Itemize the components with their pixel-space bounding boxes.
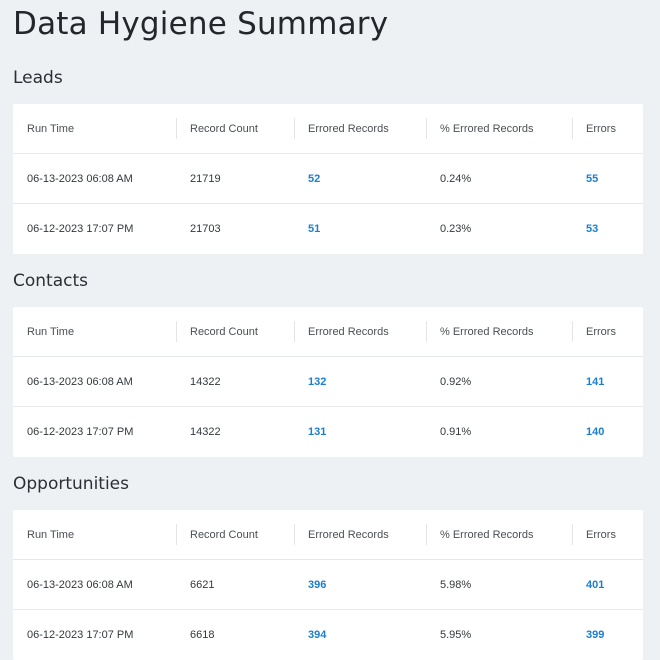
section-leads: Leads Run Time Record Count Errored Reco… — [13, 66, 643, 254]
record-count-cell: 6618 — [190, 629, 215, 641]
pct-errored-cell: 0.24% — [440, 172, 472, 185]
errored-records-link[interactable]: 394 — [308, 629, 327, 641]
column-header-pct-errored: % Errored Records — [426, 307, 572, 356]
record-count-cell: 21719 — [190, 172, 221, 185]
pct-errored-cell: 0.92% — [440, 375, 472, 388]
column-header-errored-records: Errored Records — [294, 510, 426, 559]
section-opportunities: Opportunities Run Time Record Count Erro… — [13, 472, 643, 660]
column-header-errors: Errors — [572, 307, 643, 356]
column-header-errored-records: Errored Records — [294, 307, 426, 356]
table-header-row: Run Time Record Count Errored Records % … — [13, 307, 643, 357]
errors-link[interactable]: 55 — [586, 172, 599, 185]
column-header-record-count: Record Count — [176, 307, 294, 356]
column-header-run-time: Run Time — [27, 528, 75, 541]
record-count-cell: 21703 — [190, 223, 221, 235]
section-title: Opportunities — [13, 474, 129, 494]
run-time-cell: 06-13-2023 06:08 AM — [27, 578, 133, 591]
column-header-errors: Errors — [572, 104, 643, 153]
errors-link[interactable]: 141 — [586, 375, 605, 388]
column-header-record-count: Record Count — [176, 510, 294, 559]
errors-link[interactable]: 399 — [586, 629, 605, 641]
errored-records-link[interactable]: 52 — [308, 172, 321, 185]
contacts-table: Run Time Record Count Errored Records % … — [13, 307, 643, 457]
section-contacts: Contacts Run Time Record Count Errored R… — [13, 269, 643, 457]
run-time-cell: 06-13-2023 06:08 AM — [27, 172, 133, 185]
column-header-pct-errored: % Errored Records — [426, 510, 572, 559]
errors-link[interactable]: 401 — [586, 578, 605, 591]
column-header-pct-errored: % Errored Records — [426, 104, 572, 153]
pct-errored-cell: 5.98% — [440, 578, 472, 591]
pct-errored-cell: 5.95% — [440, 629, 472, 641]
table-row: 06-13-2023 06:08 AM 21719 52 0.24% 55 — [13, 154, 643, 204]
run-time-cell: 06-13-2023 06:08 AM — [27, 375, 133, 388]
errored-records-link[interactable]: 396 — [308, 578, 327, 591]
record-count-cell: 14322 — [190, 375, 221, 388]
column-header-record-count: Record Count — [176, 104, 294, 153]
table-row: 06-12-2023 17:07 PM 6618 394 5.95% 399 — [13, 610, 643, 660]
page-title: Data Hygiene Summary — [13, 6, 389, 42]
section-title: Leads — [13, 68, 63, 88]
pct-errored-cell: 0.23% — [440, 223, 472, 235]
table-row: 06-12-2023 17:07 PM 14322 131 0.91% 140 — [13, 407, 643, 457]
table-row: 06-12-2023 17:07 PM 21703 51 0.23% 53 — [13, 204, 643, 254]
table-row: 06-13-2023 06:08 AM 6621 396 5.98% 401 — [13, 560, 643, 610]
column-header-run-time: Run Time — [27, 122, 75, 135]
table-row: 06-13-2023 06:08 AM 14322 132 0.92% 141 — [13, 357, 643, 407]
errored-records-link[interactable]: 51 — [308, 223, 321, 235]
table-header-row: Run Time Record Count Errored Records % … — [13, 104, 643, 154]
run-time-cell: 06-12-2023 17:07 PM — [27, 223, 134, 235]
record-count-cell: 6621 — [190, 578, 215, 591]
errors-link[interactable]: 140 — [586, 426, 605, 438]
section-title: Contacts — [13, 271, 88, 291]
errored-records-link[interactable]: 132 — [308, 375, 327, 388]
opportunities-table: Run Time Record Count Errored Records % … — [13, 510, 643, 660]
leads-table: Run Time Record Count Errored Records % … — [13, 104, 643, 254]
column-header-errors: Errors — [572, 510, 643, 559]
errored-records-link[interactable]: 131 — [308, 426, 327, 438]
table-header-row: Run Time Record Count Errored Records % … — [13, 510, 643, 560]
run-time-cell: 06-12-2023 17:07 PM — [27, 629, 134, 641]
errors-link[interactable]: 53 — [586, 223, 599, 235]
pct-errored-cell: 0.91% — [440, 426, 472, 438]
column-header-errored-records: Errored Records — [294, 104, 426, 153]
run-time-cell: 06-12-2023 17:07 PM — [27, 426, 134, 438]
column-header-run-time: Run Time — [27, 325, 75, 338]
record-count-cell: 14322 — [190, 426, 221, 438]
